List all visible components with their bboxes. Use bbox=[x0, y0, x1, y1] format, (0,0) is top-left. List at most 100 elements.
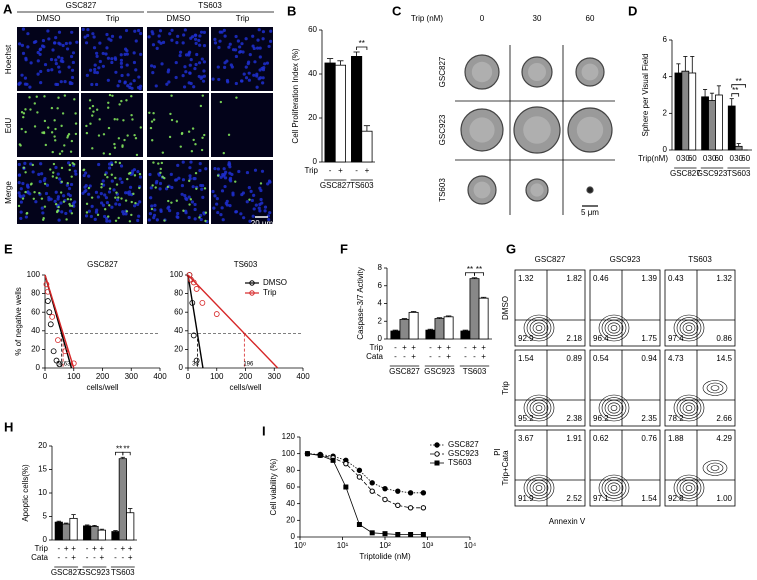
significance-label: ** bbox=[123, 444, 129, 453]
nucleus bbox=[70, 75, 75, 80]
edu-cell bbox=[227, 133, 231, 137]
nucleus bbox=[216, 210, 220, 215]
significance-bracket bbox=[731, 84, 746, 88]
nucleus bbox=[158, 29, 163, 33]
group-label: GSC923 bbox=[424, 367, 455, 376]
nucleus bbox=[225, 203, 229, 207]
nucleus bbox=[213, 194, 217, 198]
nucleus bbox=[54, 190, 58, 194]
nucleus bbox=[89, 214, 93, 219]
nucleus bbox=[19, 195, 23, 199]
edu-cell bbox=[50, 106, 54, 110]
nucleus bbox=[197, 61, 202, 65]
bar bbox=[434, 318, 445, 340]
significance-label: ** bbox=[467, 265, 473, 274]
nucleus bbox=[84, 183, 88, 188]
y-tick-label: 0 bbox=[378, 334, 383, 343]
row-label: Trip bbox=[370, 343, 384, 352]
data-point bbox=[190, 332, 197, 339]
nucleus bbox=[252, 193, 256, 197]
x-tick-label: 10³ bbox=[422, 541, 434, 550]
nucleus bbox=[242, 216, 246, 220]
edu-cell bbox=[148, 111, 151, 114]
row-value: - bbox=[86, 553, 89, 562]
nucleus bbox=[57, 65, 61, 69]
nucleus bbox=[128, 185, 133, 189]
edu-cell bbox=[154, 186, 157, 189]
edu-cell bbox=[60, 124, 63, 128]
edu-cell bbox=[117, 196, 120, 199]
series-line bbox=[307, 453, 424, 494]
nucleus bbox=[188, 174, 192, 178]
edu-cell bbox=[107, 126, 111, 130]
edu-cell bbox=[113, 118, 116, 121]
nucleus bbox=[83, 171, 88, 175]
data-point bbox=[395, 532, 401, 537]
edu-cell bbox=[25, 211, 29, 215]
edu-cell bbox=[24, 130, 27, 134]
data-point bbox=[382, 496, 388, 503]
contour bbox=[535, 405, 543, 411]
nucleus bbox=[90, 204, 94, 208]
edu-cell bbox=[124, 199, 128, 202]
nucleus bbox=[54, 82, 58, 86]
column-label: DMSO bbox=[37, 14, 61, 23]
edu-cell bbox=[169, 112, 172, 116]
bar bbox=[478, 297, 489, 340]
edu-cell bbox=[180, 131, 184, 135]
bar bbox=[727, 105, 736, 151]
nucleus bbox=[267, 44, 271, 49]
nucleus bbox=[211, 189, 215, 194]
nucleus bbox=[20, 43, 25, 48]
edu-cell bbox=[88, 99, 92, 102]
x-tick-label: 10¹ bbox=[337, 541, 349, 550]
data-point bbox=[356, 474, 363, 480]
contour bbox=[702, 460, 728, 476]
contour bbox=[523, 394, 555, 422]
x-tick-label: 100 bbox=[210, 372, 224, 381]
edu-cell bbox=[189, 198, 193, 201]
edu-cell bbox=[92, 110, 95, 113]
bar bbox=[111, 531, 120, 541]
nucleus bbox=[58, 177, 62, 181]
data-point bbox=[189, 299, 196, 306]
data-point bbox=[193, 286, 200, 292]
nucleus bbox=[88, 184, 92, 188]
edu-cell bbox=[132, 192, 135, 196]
edu-cell bbox=[111, 94, 114, 97]
nucleus bbox=[100, 201, 104, 205]
nucleus bbox=[106, 78, 110, 82]
edu-cell bbox=[22, 112, 26, 115]
contour bbox=[523, 314, 555, 342]
nucleus bbox=[96, 195, 100, 199]
significance-label: ** bbox=[736, 77, 742, 86]
y-tick-label: 0 bbox=[663, 145, 668, 154]
nucleus bbox=[105, 32, 109, 37]
nucleus bbox=[134, 39, 138, 43]
bar bbox=[90, 525, 99, 541]
y-tick-label: 5 bbox=[43, 512, 48, 521]
row-value: - bbox=[438, 352, 441, 361]
nucleus bbox=[37, 172, 41, 176]
nucleus bbox=[199, 30, 204, 34]
nucleus bbox=[257, 77, 261, 81]
edu-cell bbox=[194, 171, 198, 175]
contour bbox=[685, 485, 693, 491]
y-tick-label: 40 bbox=[31, 326, 40, 335]
data-point bbox=[382, 485, 388, 492]
nucleus bbox=[254, 203, 258, 207]
bar bbox=[351, 56, 363, 163]
nucleus bbox=[255, 74, 259, 78]
nucleus bbox=[125, 63, 129, 67]
row-value: 60 bbox=[714, 154, 723, 163]
nucleus bbox=[93, 70, 97, 74]
quadrant-value: 1.32 bbox=[518, 274, 534, 283]
nucleus bbox=[17, 173, 22, 177]
nucleus bbox=[54, 62, 58, 66]
nucleus bbox=[231, 193, 235, 197]
group-label: GSC827 bbox=[389, 367, 420, 376]
column-label: Trip bbox=[106, 14, 120, 23]
nucleus bbox=[258, 202, 262, 206]
edu-cell bbox=[192, 138, 195, 142]
nucleus bbox=[57, 218, 61, 222]
